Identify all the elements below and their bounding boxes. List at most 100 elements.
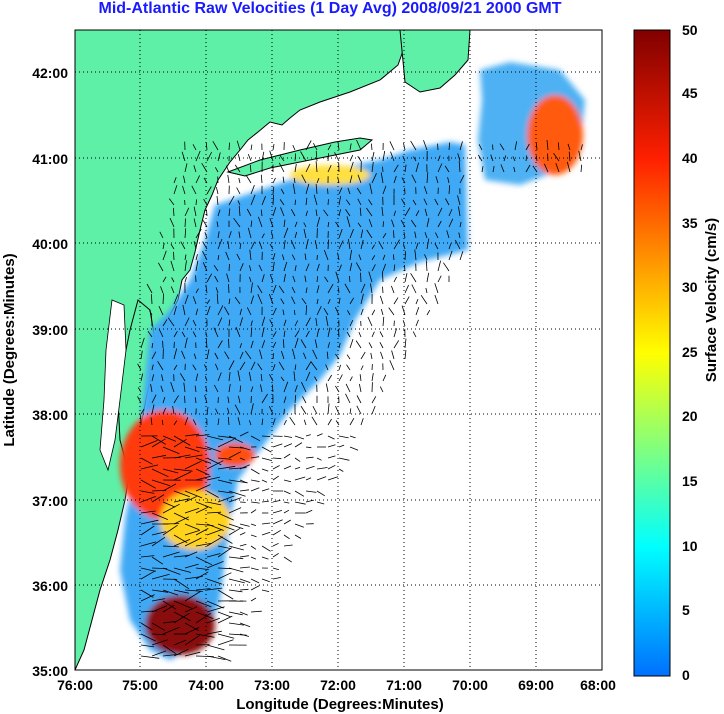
velocity-vector xyxy=(192,296,197,305)
velocity-vector xyxy=(181,151,186,162)
velocity-vector xyxy=(437,260,441,272)
velocity-vector xyxy=(260,373,263,382)
velocity-vector xyxy=(173,539,191,547)
velocity-vector xyxy=(239,317,243,327)
velocity-vector xyxy=(204,395,208,404)
velocity-vector xyxy=(250,144,253,151)
velocity-vector xyxy=(162,396,166,404)
velocity-vector xyxy=(228,497,242,503)
velocity-vector xyxy=(327,403,330,415)
velocity-vector xyxy=(580,164,583,173)
velocity-vector xyxy=(248,420,252,426)
velocity-vector xyxy=(283,443,293,448)
lon-tick: 75:00 xyxy=(122,677,158,693)
lat-tick: 39:00 xyxy=(32,322,68,338)
velocity-vector xyxy=(415,242,419,250)
velocity-vector xyxy=(294,490,305,497)
velocity-vector xyxy=(424,232,428,239)
velocity-vector xyxy=(205,375,208,382)
velocity-vector xyxy=(313,143,318,151)
velocity-vector xyxy=(282,254,285,261)
velocity-vector xyxy=(192,320,197,327)
velocity-vector xyxy=(303,228,307,239)
velocity-vector xyxy=(217,152,221,162)
velocity-vector xyxy=(216,293,219,305)
x-axis-label: Longitude (Degrees:Minutes) xyxy=(236,696,444,713)
velocity-vector xyxy=(239,479,248,484)
velocity-vector xyxy=(237,154,241,162)
velocity-vector xyxy=(151,351,157,360)
velocity-vector xyxy=(151,394,157,404)
lat-tick: 41:00 xyxy=(32,151,68,167)
velocity-vector xyxy=(360,283,366,294)
velocity-vector xyxy=(259,241,263,250)
velocity-vector xyxy=(272,529,282,536)
velocity-vector xyxy=(327,283,334,294)
velocity-vector xyxy=(217,457,232,460)
lat-tick-labels: 35:00 36:00 37:00 38:00 39:00 40:00 41:0… xyxy=(32,65,68,679)
velocity-vector xyxy=(250,295,254,305)
velocity-vector xyxy=(366,207,373,217)
velocity-vector xyxy=(310,361,318,371)
velocity-vector xyxy=(477,154,483,162)
velocity-vector xyxy=(140,570,156,580)
velocity-vector xyxy=(170,243,175,250)
velocity-vector xyxy=(414,231,417,239)
velocity-vector xyxy=(316,328,320,338)
velocity-vector xyxy=(261,578,270,583)
velocity-vector xyxy=(283,490,291,495)
velocity-vector xyxy=(370,283,373,294)
velocity-vector xyxy=(368,218,373,228)
velocity-vector xyxy=(237,370,241,382)
velocity-vector xyxy=(184,622,200,632)
velocity-vector xyxy=(371,309,376,316)
velocity-vector xyxy=(206,305,211,316)
velocity-vector xyxy=(420,294,428,305)
velocity-vector xyxy=(228,490,246,497)
velocity-vector xyxy=(281,350,285,360)
velocity-vector xyxy=(478,144,483,151)
velocity-vector xyxy=(410,140,417,151)
velocity-vector xyxy=(206,151,213,162)
velocity-vector xyxy=(337,141,340,151)
velocity-vector xyxy=(437,163,443,173)
velocity-vector xyxy=(347,310,351,316)
velocity-vector xyxy=(217,479,232,484)
velocity-vector xyxy=(216,187,219,195)
lat-tick: 37:00 xyxy=(32,493,68,509)
velocity-vector xyxy=(239,532,246,536)
velocity-vector xyxy=(458,232,461,239)
velocity-vector xyxy=(206,529,223,536)
velocity-vector xyxy=(206,476,221,481)
colorbar-label: Surface Velocity (cm/s) xyxy=(703,218,720,382)
velocity-vector xyxy=(391,285,395,294)
velocity-vector xyxy=(217,495,235,503)
velocity-vector xyxy=(315,317,318,327)
velocity-vector xyxy=(151,622,166,631)
velocity-vector xyxy=(193,165,197,173)
velocity-vector xyxy=(205,331,208,338)
velocity-vector xyxy=(173,177,177,184)
velocity-vector xyxy=(294,153,296,162)
velocity-vector xyxy=(346,331,351,338)
velocity-vector xyxy=(151,315,153,327)
velocity-vector xyxy=(195,528,209,536)
velocity-vector xyxy=(327,188,329,195)
velocity-vector xyxy=(217,418,220,426)
velocity-vector xyxy=(349,418,355,426)
velocity-vector xyxy=(272,331,277,338)
velocity-vector xyxy=(415,210,420,217)
velocity-vector xyxy=(212,140,219,151)
velocity-vector xyxy=(261,457,273,461)
velocity-vector xyxy=(367,316,373,327)
velocity-vector xyxy=(338,264,342,272)
velocity-vector xyxy=(294,466,301,470)
velocity-vector xyxy=(325,364,329,371)
velocity-vector xyxy=(546,139,549,151)
velocity-vector xyxy=(162,524,178,536)
velocity-vector xyxy=(490,154,494,162)
velocity-vector xyxy=(283,261,288,272)
velocity-vector xyxy=(360,229,364,239)
velocity-vector xyxy=(237,417,241,426)
velocity-vector xyxy=(151,294,153,305)
